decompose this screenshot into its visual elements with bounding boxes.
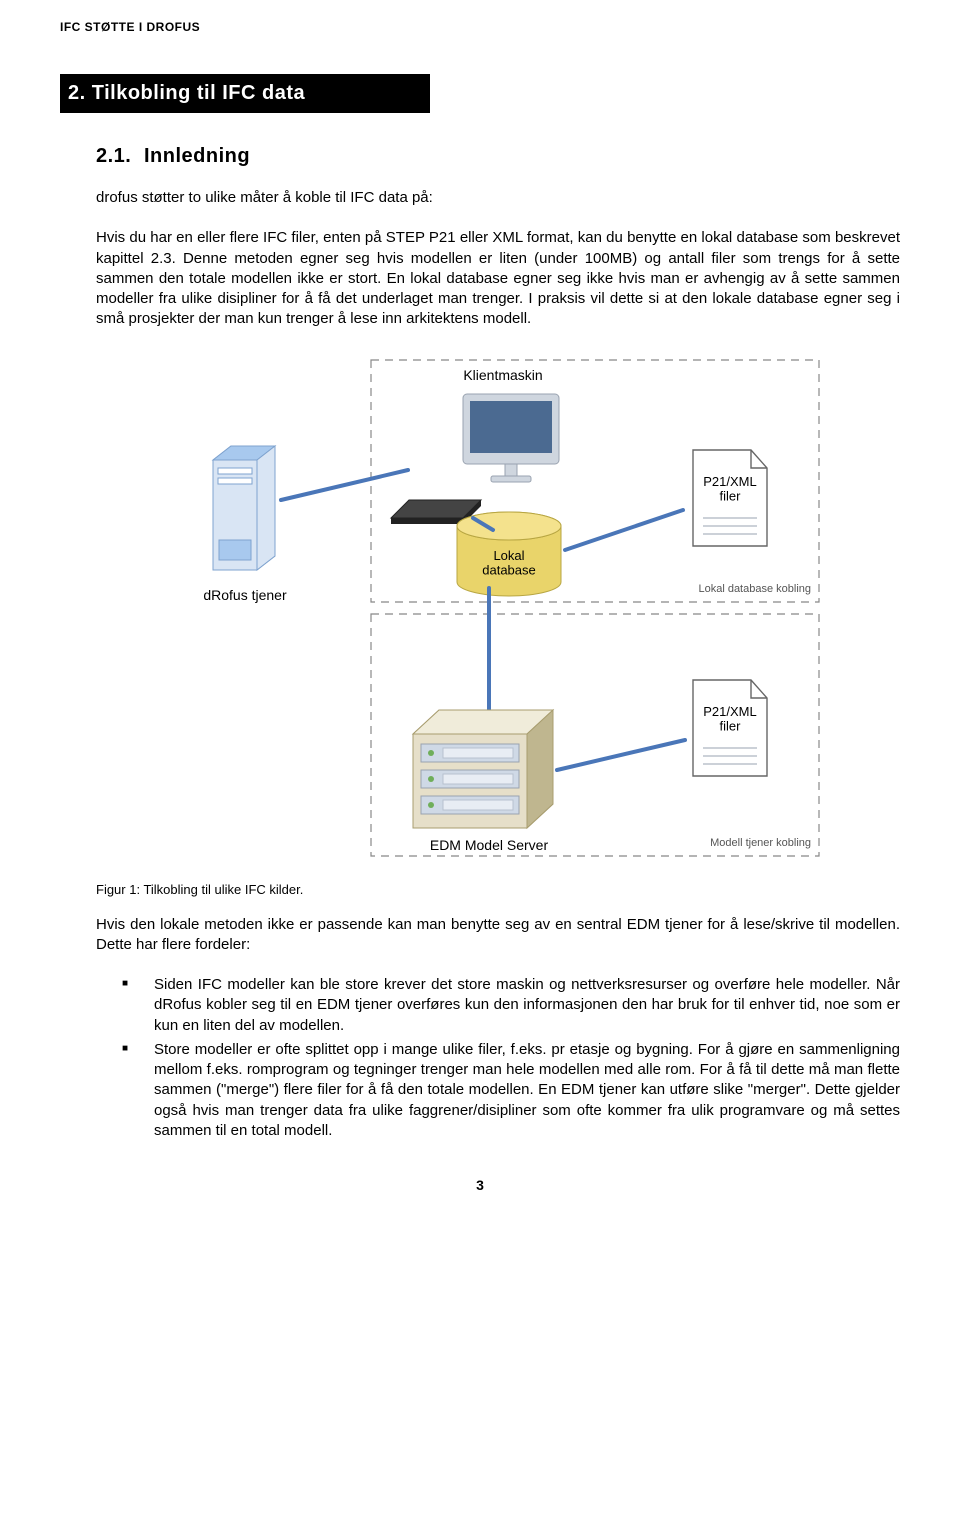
section-title: 2. Tilkobling til IFC data — [60, 74, 430, 113]
running-header: IFC STØTTE I DROFUS — [60, 20, 900, 34]
paragraph-edm: Hvis den lokale metoden ikke er passende… — [96, 915, 900, 956]
paragraph-local-db: Hvis du har en eller flere IFC filer, en… — [96, 228, 900, 329]
subsection-title: Innledning — [144, 145, 250, 167]
svg-text:Klientmaskin: Klientmaskin — [463, 367, 542, 383]
advantages-list: Siden IFC modeller kan ble store krever … — [122, 975, 900, 1141]
section-title-text: Tilkobling til IFC data — [92, 82, 305, 104]
figure-caption: Figur 1: Tilkobling til ulike IFC kilder… — [96, 882, 900, 897]
list-item: Store modeller er ofte splittet opp i ma… — [122, 1040, 900, 1141]
svg-text:Lokal database kobling: Lokal database kobling — [698, 583, 811, 595]
paragraph-intro: drofus støtter to ulike måter å koble ti… — [96, 188, 900, 208]
section-number: 2. — [68, 82, 86, 104]
page-number: 3 — [60, 1177, 900, 1193]
svg-text:dRofus tjener: dRofus tjener — [203, 587, 287, 603]
subsection-heading: 2.1.Innledning — [96, 145, 900, 168]
svg-text:Modell tjener kobling: Modell tjener kobling — [710, 837, 811, 849]
architecture-diagram: Lokal database kobling Modell tjener kobl… — [173, 350, 823, 874]
svg-text:EDM Model Server: EDM Model Server — [430, 837, 549, 853]
list-item: Siden IFC modeller kan ble store krever … — [122, 975, 900, 1036]
subsection-number: 2.1. — [96, 145, 144, 168]
